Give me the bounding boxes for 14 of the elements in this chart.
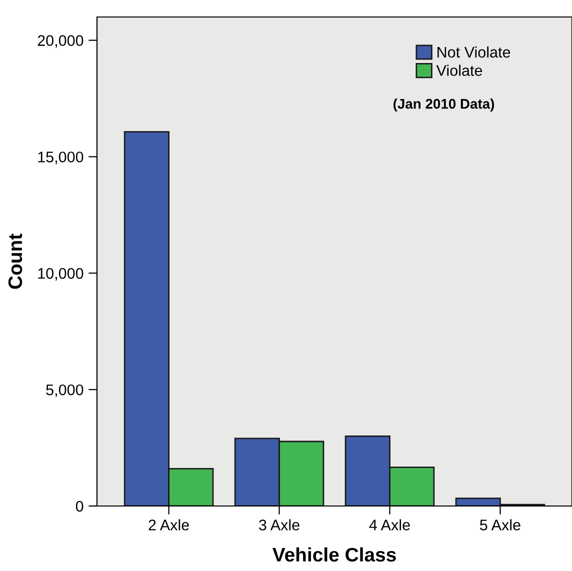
x-tick-label: 3 Axle — [259, 519, 300, 530]
y-tick-label: 0 — [76, 500, 84, 512]
legend-label: Violate — [436, 64, 482, 76]
y-axis-title: Count — [8, 234, 22, 289]
annotation: (Jan 2010 Data) — [393, 98, 494, 112]
x-tick-label: 2 Axle — [148, 519, 189, 530]
y-tick-label: 20,000 — [38, 35, 84, 48]
y-tick-label: 10,000 — [38, 268, 84, 281]
legend-label: Not Violate — [438, 46, 510, 58]
y-tick-label: 15,000 — [38, 152, 84, 164]
y-tick-label: 5,000 — [46, 384, 84, 398]
x-tick-label: 4 Axle — [369, 519, 410, 530]
x-axis-title: Vehicle Class — [272, 547, 396, 562]
x-tick-label: 5 Axle — [480, 519, 520, 530]
